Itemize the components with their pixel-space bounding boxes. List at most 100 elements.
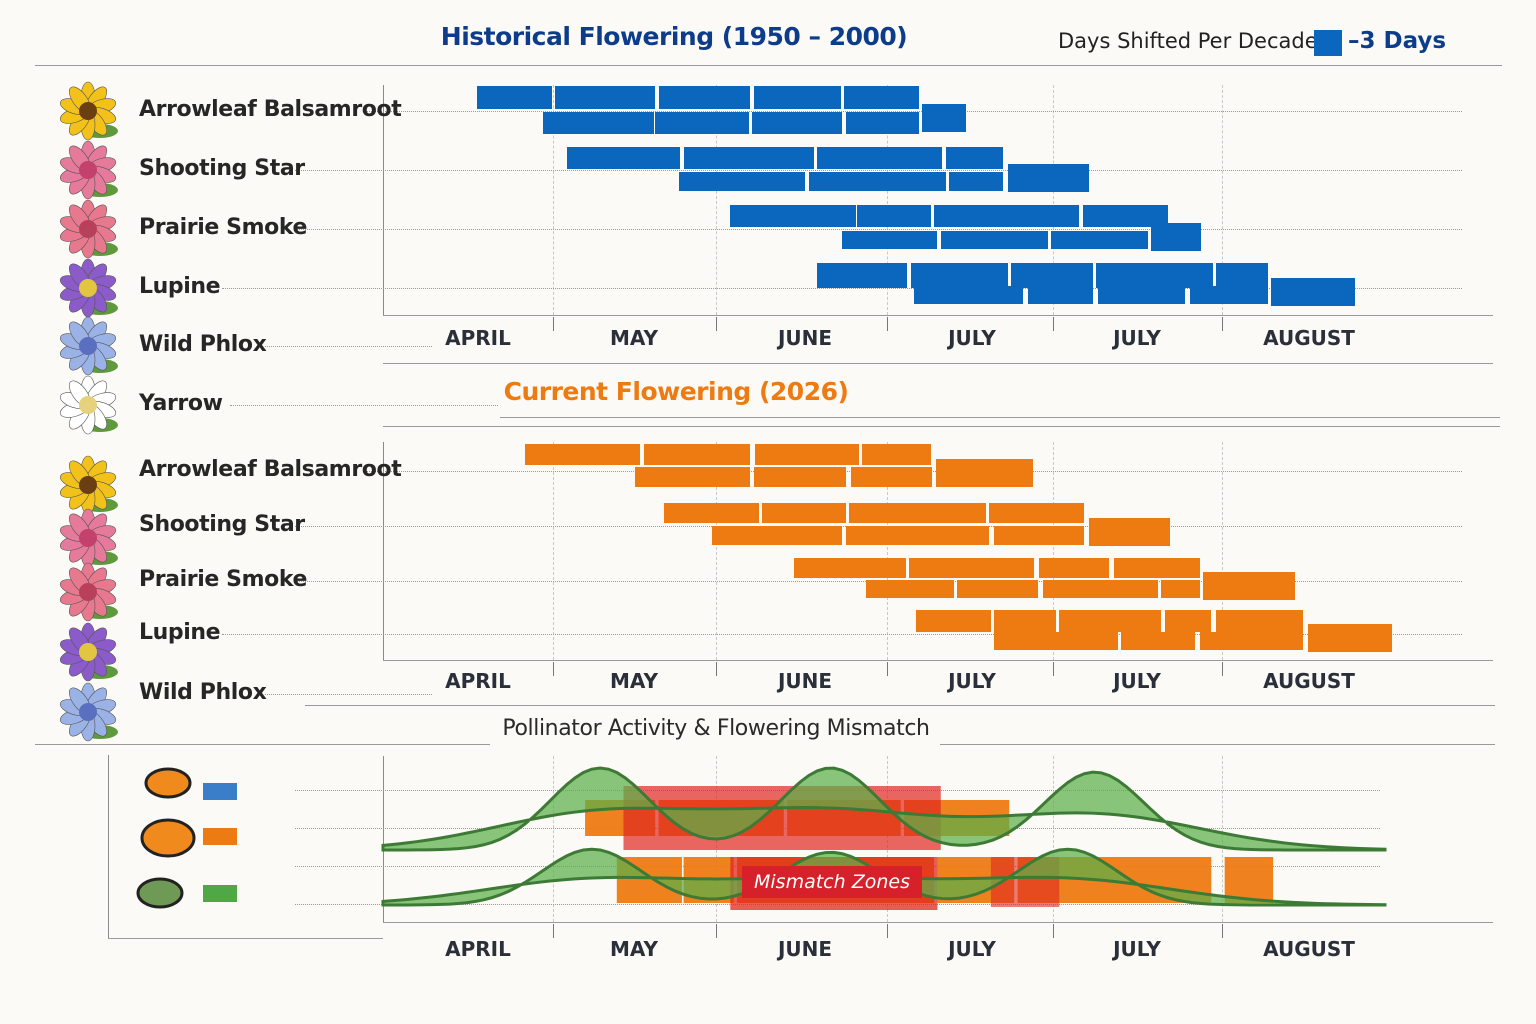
current-bar bbox=[989, 503, 1085, 523]
pollinator-flowering-bar bbox=[616, 857, 682, 903]
historical-bar bbox=[678, 172, 806, 191]
historical-bar bbox=[730, 205, 856, 227]
current-bar bbox=[994, 526, 1085, 545]
historical-bar bbox=[922, 104, 966, 132]
month-label: MAY bbox=[610, 326, 658, 350]
gridline bbox=[716, 442, 717, 660]
legend-value: –3 Days bbox=[1348, 28, 1447, 54]
species-label: Arrowleaf Balsamroot bbox=[139, 97, 402, 122]
month-label: JULY bbox=[1113, 937, 1161, 961]
historical-bar bbox=[934, 205, 1080, 227]
historical-bar bbox=[817, 147, 943, 169]
mismatch-zone bbox=[990, 857, 1060, 907]
current-bar bbox=[755, 444, 859, 465]
current-bar bbox=[1202, 572, 1295, 600]
historical-bar bbox=[655, 112, 749, 134]
leader-line bbox=[222, 634, 1462, 635]
lupine-icon bbox=[59, 258, 118, 318]
gridline bbox=[553, 756, 554, 922]
historical-y-axis bbox=[383, 85, 384, 315]
gridline bbox=[1222, 442, 1223, 660]
gridline bbox=[1222, 756, 1223, 922]
prairie-smoke-icon bbox=[59, 199, 118, 259]
axis-tick bbox=[1053, 662, 1054, 676]
month-label: JULY bbox=[948, 937, 996, 961]
leader-line bbox=[295, 904, 1380, 905]
current-bar bbox=[1114, 558, 1200, 578]
current-y-axis bbox=[383, 442, 384, 660]
month-label: JULY bbox=[1113, 326, 1161, 350]
historical-x-axis bbox=[383, 315, 1493, 316]
current-bar bbox=[762, 503, 846, 523]
pollinator-flowering-bar bbox=[683, 857, 734, 903]
species-label: Arrowleaf Balsamroot bbox=[139, 457, 402, 482]
historical-bar bbox=[543, 112, 654, 134]
species-label: Wild Phlox bbox=[139, 680, 267, 705]
legend-box-left bbox=[108, 755, 109, 938]
current-bar bbox=[635, 467, 751, 487]
gridline bbox=[1053, 85, 1054, 315]
hummingbird-icon bbox=[136, 877, 184, 909]
historical-bar bbox=[940, 231, 1048, 249]
historical-bar bbox=[1010, 263, 1093, 288]
historical-bar bbox=[949, 172, 1003, 191]
gridline bbox=[1222, 85, 1223, 315]
axis-tick bbox=[716, 662, 717, 676]
current-bar bbox=[957, 580, 1038, 598]
historical-bar bbox=[1097, 286, 1185, 304]
axis-tick bbox=[1222, 662, 1223, 676]
pollinator-title: Pollinator Activity & Flowering Mismatch bbox=[502, 716, 930, 741]
current-bar bbox=[524, 444, 641, 465]
month-label: JULY bbox=[948, 326, 996, 350]
historical-bar bbox=[555, 86, 656, 109]
gridline bbox=[716, 756, 717, 922]
historical-bar bbox=[945, 147, 1003, 169]
prairie-smoke-icon bbox=[59, 562, 118, 622]
current-title: Current Flowering (2026) bbox=[503, 377, 849, 406]
gridline bbox=[716, 85, 717, 315]
leader-line bbox=[265, 694, 432, 695]
pollinator-legend-swatch bbox=[203, 783, 237, 800]
yarrow-icon bbox=[59, 375, 118, 435]
axis-tick bbox=[1222, 317, 1223, 331]
current-bar bbox=[1216, 610, 1304, 632]
species-label: Prairie Smoke bbox=[139, 215, 307, 240]
gridline bbox=[1053, 442, 1054, 660]
leader-line bbox=[295, 790, 1380, 791]
divider bbox=[940, 744, 1495, 745]
butterfly-icon bbox=[140, 818, 196, 858]
month-label: APRIL bbox=[445, 669, 511, 693]
current-bar bbox=[1161, 580, 1200, 598]
historical-bar bbox=[1051, 231, 1148, 249]
pollinator-flowering-bar bbox=[585, 800, 656, 836]
current-x-axis bbox=[383, 660, 1493, 661]
divider bbox=[35, 744, 490, 745]
legend-box-bottom bbox=[108, 938, 383, 939]
axis-tick bbox=[716, 924, 717, 938]
current-bar bbox=[1121, 632, 1195, 650]
species-label: Shooting Star bbox=[139, 512, 305, 537]
legend-swatch bbox=[1314, 30, 1342, 56]
species-label: Yarrow bbox=[139, 391, 223, 416]
gridline bbox=[553, 85, 554, 315]
gridline bbox=[1053, 756, 1054, 922]
current-bar bbox=[909, 558, 1035, 578]
month-label: APRIL bbox=[445, 937, 511, 961]
gridline bbox=[887, 442, 888, 660]
historical-bar bbox=[914, 286, 1023, 304]
leader-line bbox=[295, 170, 1462, 171]
historical-bar bbox=[1189, 286, 1269, 304]
species-label: Lupine bbox=[139, 274, 221, 299]
historical-bar bbox=[857, 205, 931, 227]
historical-bar bbox=[843, 86, 920, 109]
bee-icon bbox=[144, 767, 192, 799]
historical-bar bbox=[1027, 286, 1093, 304]
sunflower-icon bbox=[59, 455, 118, 515]
wild-phlox-icon bbox=[59, 682, 118, 742]
leader-line bbox=[230, 405, 498, 406]
pollinator-flowering-bar bbox=[787, 800, 901, 836]
historical-bar bbox=[1096, 263, 1213, 288]
legend-label: Days Shifted Per Decade: bbox=[1058, 29, 1325, 53]
month-label: JUNE bbox=[777, 326, 833, 350]
pollinator-x-axis bbox=[383, 922, 1493, 923]
